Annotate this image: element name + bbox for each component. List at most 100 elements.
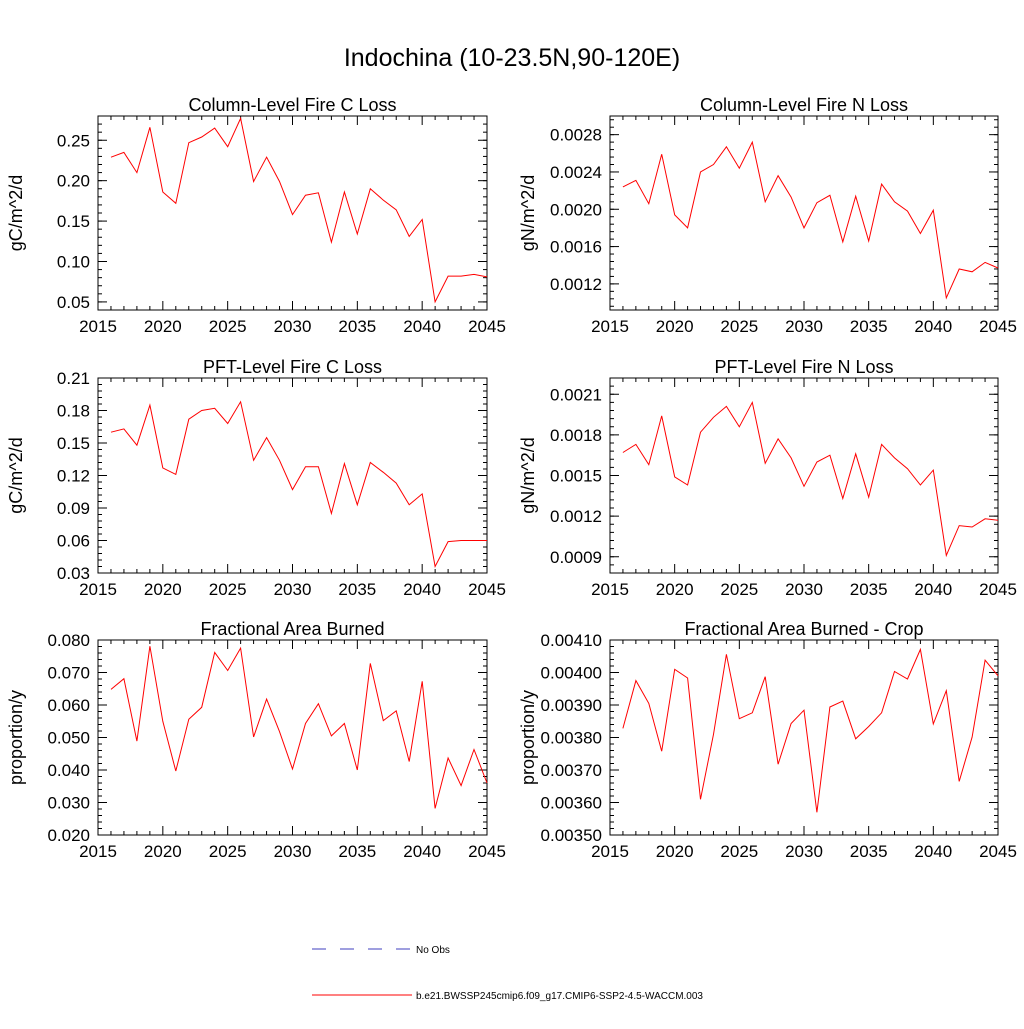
y-tick-label: 0.10 (57, 253, 90, 272)
y-tick-label: 0.0012 (550, 507, 602, 526)
y-tick-label: 0.00390 (541, 696, 602, 715)
panel-4: PFT-Level Fire N Loss gN/m^2/d 2015 2020 202… (518, 357, 1017, 599)
y-tick-label: 0.0012 (550, 275, 602, 294)
x-tick-label: 2020 (144, 842, 182, 861)
x-tick-label: 2025 (209, 317, 247, 336)
y-tick-label: 0.18 (57, 402, 90, 421)
panel-title: Column-Level Fire N Loss (700, 95, 908, 115)
y-tick-label: 0.21 (57, 369, 90, 388)
x-tick-label: 2045 (979, 317, 1017, 336)
x-tick-label: 2035 (850, 842, 888, 861)
x-tick-label: 2030 (785, 317, 823, 336)
plot-frame (609, 639, 999, 836)
panel-3: PFT-Level Fire C Loss gC/m^2/d 2015 2020 202… (6, 357, 506, 599)
y-tick-label: 0.0028 (550, 126, 602, 145)
y-tick-label: 0.12 (57, 467, 90, 486)
x-tick-label: 2040 (914, 580, 952, 599)
x-tick-label: 2030 (785, 842, 823, 861)
y-tick-label: 0.0009 (550, 548, 602, 567)
x-tick-label: 2045 (468, 580, 506, 599)
y-tick-label: 0.00410 (541, 631, 602, 650)
panels: Column-Level Fire C Loss gC/m^2/d 2015 2020… (6, 95, 1017, 861)
x-tick-label: 2035 (338, 317, 376, 336)
x-tick-label: 2020 (144, 580, 182, 599)
x-tick-label: 2040 (403, 317, 441, 336)
panel-title: Column-Level Fire C Loss (188, 95, 396, 115)
x-tick-label: 2025 (209, 842, 247, 861)
y-axis-label: gN/m^2/d (518, 437, 538, 513)
panel-title: PFT-Level Fire C Loss (203, 357, 382, 377)
y-tick-label: 0.00360 (541, 794, 602, 813)
x-tick-label: 2035 (338, 842, 376, 861)
panel-title: Fractional Area Burned - Crop (684, 619, 923, 639)
figure-title: Indochina (10-23.5N,90-120E) (344, 44, 680, 72)
x-tick-label: 2025 (209, 580, 247, 599)
x-tick-label: 2025 (720, 842, 758, 861)
y-tick-label: 0.15 (57, 434, 90, 453)
x-tick-label: 2040 (403, 580, 441, 599)
x-tick-label: 2030 (785, 580, 823, 599)
series-line (622, 140, 999, 300)
plot-frame (97, 377, 488, 574)
y-tick-label: 0.25 (57, 131, 90, 150)
panel-2: Column-Level Fire N Loss gN/m^2/d 2015 2020… (518, 95, 1017, 336)
y-tick-label: 0.06 (57, 532, 90, 551)
plot-frame (97, 639, 488, 836)
x-tick-label: 2035 (850, 317, 888, 336)
y-tick-label: 0.0024 (550, 163, 602, 182)
y-tick-label: 0.20 (57, 172, 90, 191)
y-tick-label: 0.050 (47, 729, 90, 748)
x-tick-label: 2015 (591, 842, 629, 861)
series-line (110, 646, 488, 809)
x-tick-label: 2045 (468, 842, 506, 861)
series-line (110, 116, 488, 304)
y-tick-label: 0.030 (47, 794, 90, 813)
panel-title: Fractional Area Burned (200, 619, 384, 639)
x-tick-label: 2035 (338, 580, 376, 599)
x-tick-label: 2030 (274, 317, 312, 336)
x-tick-label: 2020 (656, 580, 694, 599)
x-tick-label: 2045 (979, 842, 1017, 861)
y-axis-label: gC/m^2/d (6, 175, 26, 251)
x-tick-label: 2045 (979, 580, 1017, 599)
y-tick-label: 0.0015 (550, 467, 602, 486)
x-tick-label: 2015 (591, 580, 629, 599)
y-tick-label: 0.00350 (541, 826, 602, 845)
series-line (622, 400, 999, 558)
y-tick-label: 0.0016 (550, 238, 602, 257)
x-tick-label: 2035 (850, 580, 888, 599)
y-tick-label: 0.05 (57, 293, 90, 312)
x-tick-label: 2030 (274, 842, 312, 861)
y-tick-label: 0.03 (57, 564, 90, 583)
y-axis-label: proportion/y (518, 690, 538, 785)
series-line (110, 400, 487, 569)
y-tick-label: 0.080 (47, 631, 90, 650)
y-tick-label: 0.020 (47, 826, 90, 845)
y-tick-label: 0.0021 (550, 385, 602, 404)
x-tick-label: 2015 (79, 580, 117, 599)
panel-1: Column-Level Fire C Loss gC/m^2/d 2015 2020… (6, 95, 506, 336)
plot-frame (97, 115, 488, 311)
panel-5: Fractional Area Burned proportion/y 2015 20… (6, 619, 506, 861)
y-tick-label: 0.00400 (541, 664, 602, 683)
panel-6: Fractional Area Burned - Crop proportion/… (518, 619, 1017, 861)
x-tick-label: 2015 (79, 317, 117, 336)
y-tick-label: 0.0020 (550, 200, 602, 219)
y-tick-label: 0.0018 (550, 426, 602, 445)
x-tick-label: 2025 (720, 580, 758, 599)
x-tick-label: 2020 (656, 317, 694, 336)
y-tick-label: 0.040 (47, 761, 90, 780)
x-tick-label: 2030 (274, 580, 312, 599)
x-tick-label: 2040 (914, 842, 952, 861)
x-tick-label: 2025 (720, 317, 758, 336)
y-tick-label: 0.00370 (541, 761, 602, 780)
legend-model-label: b.e21.BWSSP245cmip6.f09_g17.CMIP6-SSP2-4… (416, 991, 703, 1002)
y-axis-label: gN/m^2/d (518, 175, 538, 251)
y-axis-label: proportion/y (6, 690, 26, 785)
plot-frame (609, 115, 999, 311)
y-axis-label: gC/m^2/d (6, 437, 26, 513)
x-tick-label: 2040 (914, 317, 952, 336)
y-tick-label: 0.15 (57, 212, 90, 231)
